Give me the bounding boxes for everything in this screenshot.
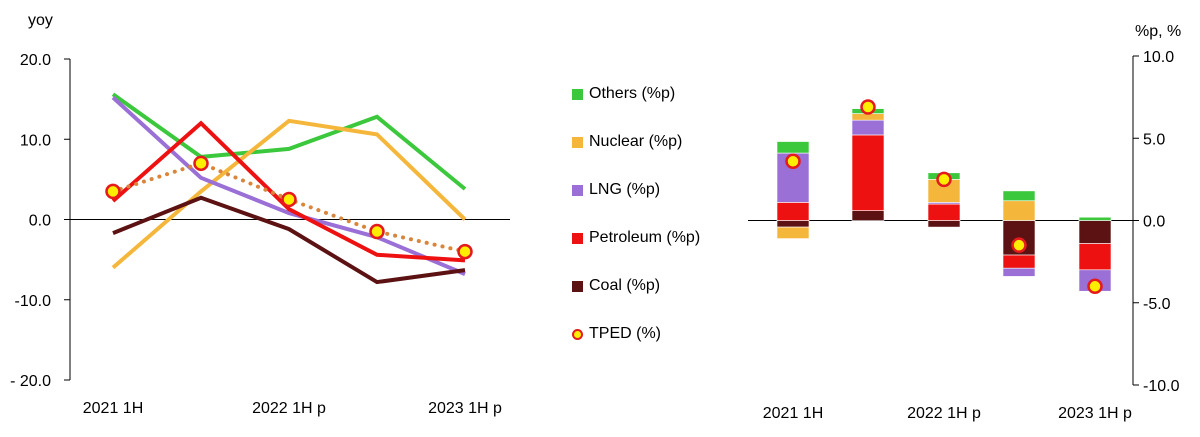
left-y-tick-label: -10.0 <box>15 293 52 310</box>
legend-label: Petroleum (%p) <box>589 229 701 246</box>
left-y-tick-label: 20.0 <box>20 52 51 69</box>
bar-segment-petroleum-p <box>776 202 810 221</box>
legend-item-lng-p: LNG (%p) <box>572 180 660 200</box>
legend-label: TPED (%) <box>589 325 661 342</box>
left-x-tick-label: 2023 1H p <box>428 400 502 417</box>
left-y-tick-label: 0.0 <box>29 213 51 230</box>
bar-segment-petroleum-p <box>1002 254 1036 269</box>
bar-segment-coal-p <box>927 220 961 228</box>
bar-segment-lng-p <box>851 119 885 136</box>
right-y-tick-label: -10.0 <box>1143 378 1180 395</box>
bar-segment-others-p <box>776 141 810 154</box>
series-line-lng-p <box>111 96 466 276</box>
series-line-nuclear-p <box>111 118 467 270</box>
tped-marker <box>860 99 876 115</box>
series-line-coal-p <box>112 195 466 285</box>
tped-marker <box>936 171 952 188</box>
right-x-tick-label: 2023 1H p <box>1058 405 1132 422</box>
right-stacked-bar-chart: 10.0 5.0 0.0 -5.0 -10.0 %p, % 2021 1H 2022 1H p… <box>748 23 1181 422</box>
legend-swatch-icon <box>572 88 583 100</box>
bar-segment-petroleum-p <box>1078 243 1112 271</box>
legend-swatch-icon <box>572 136 583 148</box>
legend-label: Nuclear (%p) <box>589 133 683 150</box>
bar-segment-petroleum-p <box>927 203 961 221</box>
right-x-tick-label: 2021 1H <box>763 405 824 422</box>
bar-segment-coal-p <box>776 220 810 228</box>
tped-marker <box>281 191 297 208</box>
legend-swatch-icon <box>572 184 583 196</box>
legend-label: Coal (%p) <box>589 277 661 294</box>
right-y-tick-label: 5.0 <box>1143 131 1165 148</box>
bar-segment-nuclear-p <box>776 226 810 239</box>
series-line-petroleum-p <box>111 120 466 263</box>
series-line-others-p <box>111 92 467 191</box>
bar-segment-others-p <box>1002 190 1036 202</box>
bar-segment-nuclear-p <box>1002 200 1036 221</box>
left-x-tick-label: 2022 1H p <box>252 400 326 417</box>
left-y-tick-label: - 20.0 <box>10 373 51 390</box>
bar-segment-lng-p <box>1002 267 1036 277</box>
right-y-axis-label: %p, % <box>1135 23 1181 40</box>
legend-item-nuclear-p: Nuclear (%p) <box>572 132 682 152</box>
bar-segment-coal-p <box>851 210 885 221</box>
tped-marker <box>193 155 209 172</box>
tped-marker <box>457 243 473 260</box>
tped-marker <box>105 183 121 200</box>
bar-segment-others-p <box>1078 216 1112 221</box>
legend-marker-icon <box>572 328 583 340</box>
legend-swatch-icon <box>572 232 583 244</box>
tped-marker <box>785 153 801 170</box>
right-y-tick-label: 10.0 <box>1143 49 1174 66</box>
legend-item-others-p: Others (%p) <box>572 84 675 104</box>
legend-item-petroleum-p: Petroleum (%p) <box>572 228 700 248</box>
bar-segment-coal-p <box>1078 220 1112 244</box>
tped-marker <box>1011 237 1027 253</box>
legend-label: Others (%p) <box>589 85 676 102</box>
bar-segment-petroleum-p <box>851 134 885 211</box>
tped-marker <box>1087 278 1103 295</box>
legend-item-coal-p: Coal (%p) <box>572 276 660 296</box>
left-x-tick-label: 2021 1H <box>83 400 144 417</box>
left-y-tick-label: 10.0 <box>20 132 51 149</box>
tped-marker <box>369 223 385 240</box>
left-line-chart: 20.0 10.0 0.0 -10.0 - 20.0 yoy 2021 1H 2022 1H … <box>10 12 510 417</box>
legend-item-tped: TPED (%) <box>572 324 661 344</box>
legend-swatch-icon <box>572 280 583 292</box>
right-x-tick-label: 2022 1H p <box>907 405 981 422</box>
right-y-tick-label: -5.0 <box>1143 296 1171 313</box>
legend-label: LNG (%p) <box>589 181 661 198</box>
left-y-axis-label: yoy <box>28 12 53 29</box>
right-y-tick-label: 0.0 <box>1143 214 1165 231</box>
